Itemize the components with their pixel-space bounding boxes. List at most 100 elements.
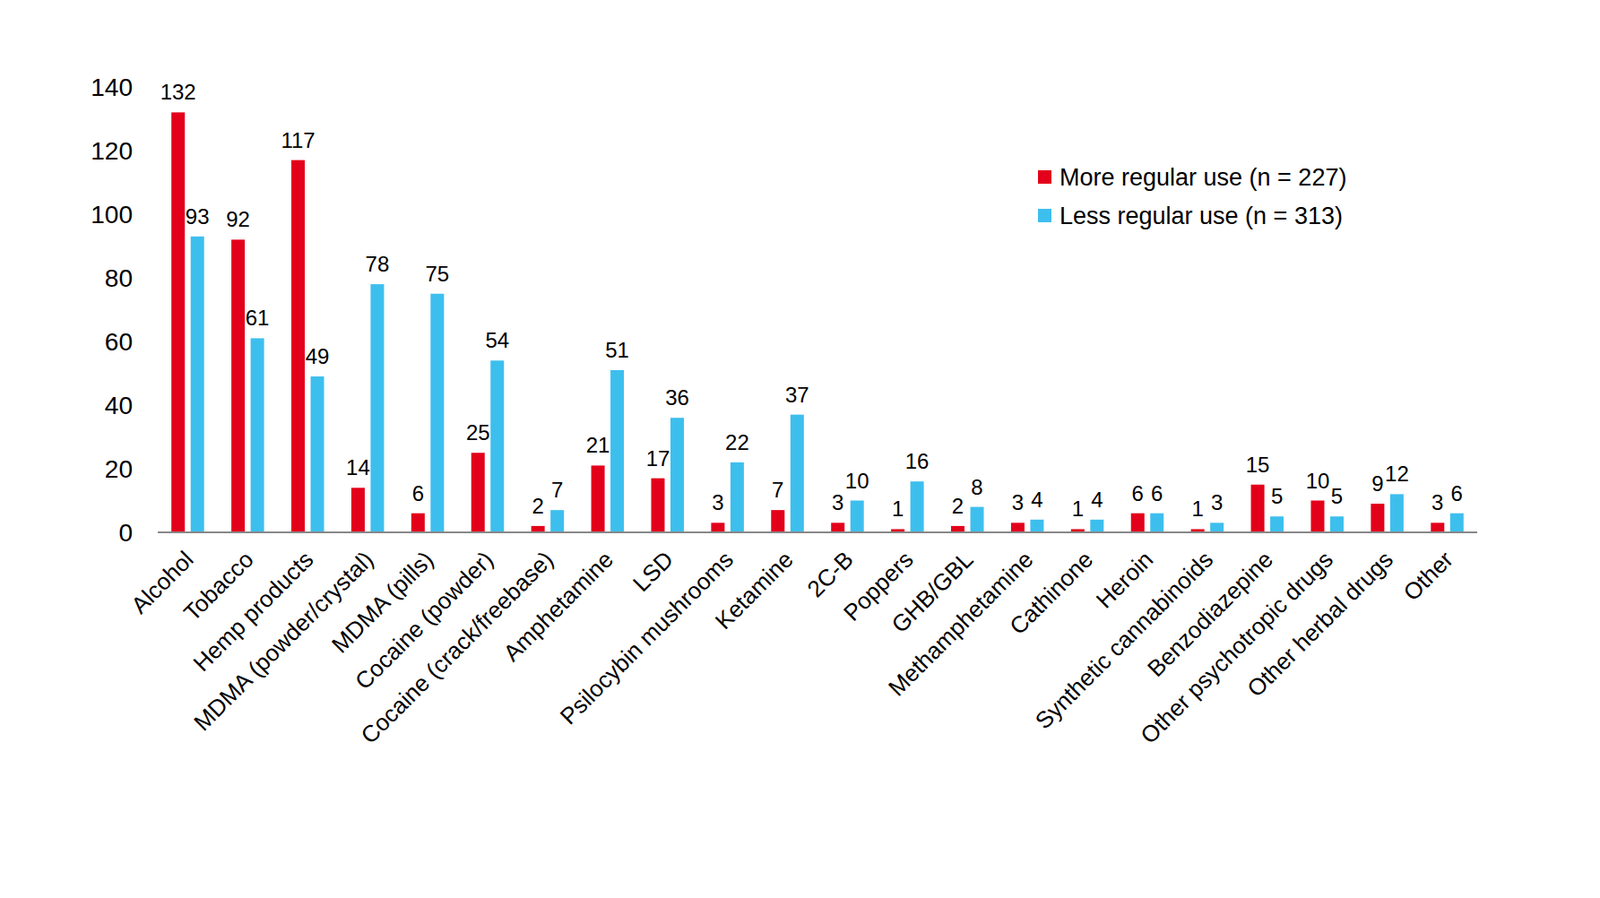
y-tick-label: 120 xyxy=(90,137,133,165)
bar xyxy=(770,510,785,533)
bar xyxy=(430,294,444,533)
legend-label: Less regular use (n = 313) xyxy=(1059,202,1343,230)
x-tick-label: 2C-B xyxy=(802,545,859,603)
y-tick-label: 40 xyxy=(104,391,133,420)
data-label: 6 xyxy=(1132,481,1144,506)
data-label: 6 xyxy=(1451,481,1463,506)
bar xyxy=(411,513,425,533)
legend-swatch xyxy=(1037,208,1052,223)
y-tick-label: 140 xyxy=(90,73,133,102)
bar xyxy=(910,481,925,533)
x-axis xyxy=(157,531,1478,534)
y-tick-label: 100 xyxy=(90,200,133,229)
bar xyxy=(1011,522,1025,533)
data-label: 17 xyxy=(646,446,671,471)
data-label: 16 xyxy=(905,449,930,474)
data-label: 7 xyxy=(551,477,563,502)
bar xyxy=(490,360,504,533)
data-label: 6 xyxy=(1150,481,1163,506)
bar xyxy=(471,452,485,533)
bar xyxy=(650,478,665,533)
bar xyxy=(730,462,744,533)
bar xyxy=(250,337,265,533)
bar xyxy=(1430,522,1445,533)
bars xyxy=(171,112,1464,533)
data-label: 3 xyxy=(1011,490,1024,515)
x-tick-label: Amphetamine xyxy=(497,545,619,667)
bar xyxy=(1210,522,1224,533)
bar xyxy=(1310,501,1324,534)
x-tick-label: Cathinone xyxy=(1003,545,1099,640)
data-label: 2 xyxy=(951,493,964,519)
bar xyxy=(550,510,564,533)
data-label: 6 xyxy=(412,481,424,506)
bar xyxy=(311,376,325,533)
y-tick-label: 20 xyxy=(104,455,133,484)
bar xyxy=(171,112,185,533)
data-labels: 1329392611174914786752554272151173632273… xyxy=(160,79,1463,521)
bar xyxy=(1330,516,1344,533)
data-label: 8 xyxy=(970,475,983,500)
bar xyxy=(1251,484,1265,533)
data-label: 9 xyxy=(1371,471,1384,496)
bar xyxy=(591,465,606,533)
bar xyxy=(951,526,965,533)
y-tick-label: 80 xyxy=(104,264,133,293)
data-label: 3 xyxy=(1431,490,1444,515)
bar xyxy=(1390,493,1404,533)
data-label: 4 xyxy=(1090,487,1103,512)
bar xyxy=(1029,519,1044,533)
data-label: 25 xyxy=(466,420,491,445)
data-label: 117 xyxy=(280,128,315,153)
data-label: 49 xyxy=(305,344,330,369)
data-label: 3 xyxy=(711,490,724,515)
chart: 0204060801001201401329392611174914786752… xyxy=(0,0,1600,898)
bar xyxy=(231,239,245,533)
data-label: 36 xyxy=(665,385,690,410)
bar xyxy=(970,507,985,533)
bar xyxy=(850,501,865,534)
bar xyxy=(670,417,684,533)
data-label: 54 xyxy=(484,328,510,353)
bar xyxy=(531,526,545,533)
data-label: 61 xyxy=(245,305,270,330)
data-label: 51 xyxy=(605,337,630,363)
data-label: 12 xyxy=(1384,461,1410,486)
bar xyxy=(830,522,845,533)
data-label: 5 xyxy=(1271,484,1283,509)
data-label: 21 xyxy=(586,432,611,458)
y-tick-label: 0 xyxy=(118,518,133,547)
y-tick-label: 60 xyxy=(104,328,133,356)
data-label: 3 xyxy=(831,490,844,515)
data-label: 78 xyxy=(365,251,390,277)
bar xyxy=(710,522,725,533)
data-label: 4 xyxy=(1030,487,1043,512)
x-tick-label: LSD xyxy=(627,545,679,597)
data-label: 3 xyxy=(1210,490,1223,515)
data-label: 10 xyxy=(845,468,870,493)
x-tick-label: Ketamine xyxy=(709,545,799,635)
data-label: 1 xyxy=(891,496,904,521)
bar xyxy=(1150,513,1164,533)
bar xyxy=(1450,513,1464,533)
bar xyxy=(1089,519,1104,533)
data-label: 22 xyxy=(725,430,750,455)
x-tick-label: Other xyxy=(1398,545,1459,606)
bar xyxy=(1131,513,1145,533)
x-tick-label: Psilocybin mushrooms xyxy=(554,545,739,730)
legend-swatch xyxy=(1037,170,1052,184)
data-label: 2 xyxy=(531,493,544,519)
data-label: 132 xyxy=(160,79,197,104)
data-label: 92 xyxy=(225,207,251,232)
bar xyxy=(351,487,365,533)
data-label: 5 xyxy=(1331,484,1343,509)
data-label: 15 xyxy=(1245,452,1271,477)
bar xyxy=(1270,516,1284,533)
bar xyxy=(610,370,624,533)
data-label: 93 xyxy=(185,204,210,229)
x-tick-label: Other herbal drugs xyxy=(1241,545,1399,703)
bar xyxy=(1370,503,1384,533)
bar xyxy=(370,284,384,533)
bar xyxy=(291,160,305,533)
bar xyxy=(190,236,205,533)
